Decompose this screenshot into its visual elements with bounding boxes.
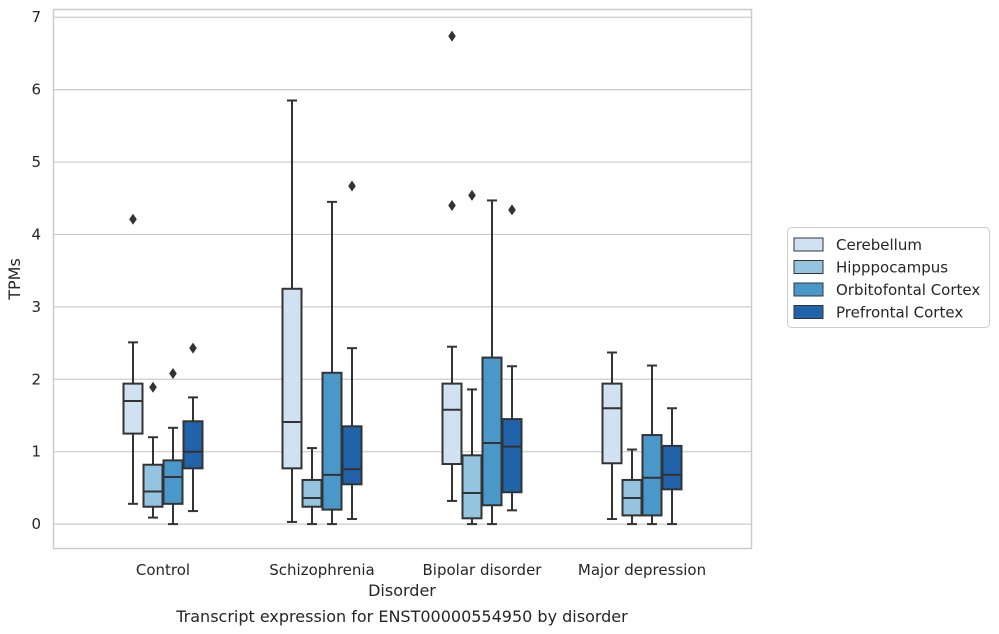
legend-swatch [793, 305, 824, 319]
legend-label: Orbitofontal Cortex [836, 281, 980, 299]
plot-area-frame [52, 8, 753, 550]
legend-swatch [793, 237, 824, 252]
outlier-point [129, 213, 137, 225]
box-hipppocampus [621, 448, 643, 526]
box-orbitofontal-cortex [321, 200, 343, 526]
legend-label: Hipppocampus [836, 259, 948, 277]
x-tick-labels: Control Schizophrenia Bipolar disorder Majo… [136, 561, 706, 579]
legend-frame [787, 227, 990, 328]
x-tick-label: Control [136, 561, 190, 579]
outlier-point [508, 204, 516, 216]
y-tick-label: 3 [31, 298, 41, 316]
legend: Cerebellum Hipppocampus Orbitofontal Corte… [787, 227, 990, 328]
box-cerebellum [601, 351, 623, 521]
x-tick-label: Major depression [578, 561, 706, 579]
legend-items: Cerebellum Hipppocampus Orbitofontal Corte… [793, 236, 980, 322]
box-hipppocampus [301, 447, 323, 526]
y-tick-label: 7 [31, 8, 41, 26]
y-tick-label: 0 [31, 515, 41, 533]
box-prefrontal-cortex [501, 204, 523, 512]
legend-label: Prefrontal Cortex [836, 304, 963, 322]
outlier-point [448, 30, 456, 42]
box-orbitofontal-cortex [481, 199, 503, 526]
y-tick-label: 4 [31, 225, 41, 243]
box-iqr [661, 444, 683, 491]
box-iqr [122, 382, 144, 435]
box-iqr [641, 434, 663, 517]
box-iqr [341, 425, 363, 486]
box-hipppocampus [142, 381, 164, 519]
y-tick-label: 2 [31, 370, 41, 388]
outlier-point [448, 200, 456, 212]
box-iqr [321, 371, 343, 511]
box-cerebellum [441, 30, 463, 502]
x-tick-label: Schizophrenia [269, 561, 374, 579]
box-iqr [601, 382, 623, 465]
legend-swatch [793, 260, 824, 274]
outlier-point [149, 381, 157, 393]
y-tick-labels: 0 1 2 3 4 5 6 7 [31, 8, 41, 533]
box-iqr [461, 454, 483, 520]
box-cerebellum [122, 213, 144, 505]
chart-caption: Transcript expression for ENST0000055495… [175, 607, 628, 626]
box-iqr [162, 459, 184, 505]
box-iqr [281, 287, 303, 470]
y-tick-label: 6 [31, 81, 41, 99]
box-prefrontal-cortex [661, 407, 683, 526]
box-orbitofontal-cortex [162, 367, 184, 526]
box-cerebellum [281, 99, 303, 523]
box-iqr [481, 356, 503, 507]
box-iqr [501, 418, 523, 494]
x-axis-title: Disorder [368, 581, 436, 600]
box-prefrontal-cortex [341, 180, 363, 521]
grid-lines [54, 16, 751, 525]
box-orbitofontal-cortex [641, 364, 663, 526]
box-iqr [142, 463, 164, 508]
x-tick-label: Bipolar disorder [423, 561, 543, 579]
outlier-point [468, 189, 476, 201]
box-hipppocampus [461, 189, 483, 526]
box-iqr [182, 420, 204, 470]
boxes [122, 30, 683, 526]
outlier-point [189, 342, 197, 354]
box-prefrontal-cortex [182, 342, 204, 513]
y-axis-title: TPMs [5, 258, 24, 301]
box-iqr [301, 478, 323, 508]
outlier-point [169, 367, 177, 379]
box-iqr [441, 382, 463, 466]
legend-label: Cerebellum [836, 236, 922, 254]
legend-swatch [793, 282, 824, 297]
y-tick-label: 1 [31, 443, 41, 461]
outlier-point [348, 180, 356, 192]
y-tick-label: 5 [31, 153, 41, 171]
